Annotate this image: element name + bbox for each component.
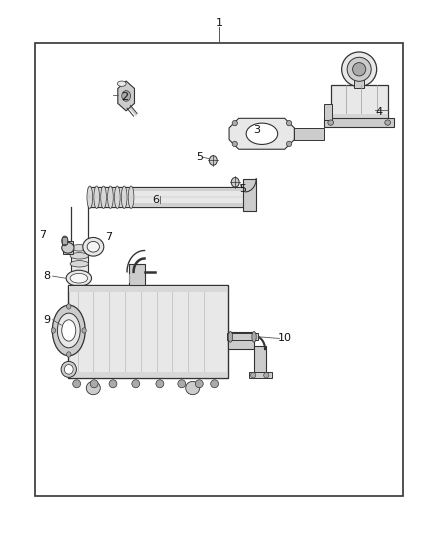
Ellipse shape bbox=[117, 81, 126, 86]
Polygon shape bbox=[118, 81, 134, 111]
Bar bbox=[69, 286, 227, 292]
Ellipse shape bbox=[108, 186, 113, 208]
Ellipse shape bbox=[90, 379, 98, 388]
Ellipse shape bbox=[62, 320, 76, 341]
Ellipse shape bbox=[86, 382, 100, 394]
Ellipse shape bbox=[114, 186, 120, 208]
Ellipse shape bbox=[87, 241, 99, 252]
Ellipse shape bbox=[62, 243, 74, 253]
Bar bbox=[294, 128, 324, 140]
Bar bbox=[71, 245, 88, 272]
Ellipse shape bbox=[186, 382, 200, 394]
Ellipse shape bbox=[101, 186, 106, 208]
Bar bbox=[243, 179, 256, 211]
Ellipse shape bbox=[246, 123, 278, 144]
Ellipse shape bbox=[232, 120, 237, 126]
Text: 1: 1 bbox=[215, 18, 223, 28]
Ellipse shape bbox=[87, 186, 93, 208]
Text: 4: 4 bbox=[375, 107, 382, 117]
Bar bbox=[324, 104, 332, 120]
Bar bbox=[254, 346, 266, 376]
Ellipse shape bbox=[70, 245, 88, 251]
Ellipse shape bbox=[342, 52, 377, 86]
Ellipse shape bbox=[211, 379, 219, 388]
Ellipse shape bbox=[62, 236, 68, 246]
Ellipse shape bbox=[73, 379, 81, 388]
Ellipse shape bbox=[61, 361, 77, 377]
Ellipse shape bbox=[67, 304, 71, 309]
Text: 9: 9 bbox=[44, 315, 51, 325]
Bar bbox=[227, 333, 258, 340]
Bar bbox=[228, 332, 254, 349]
Ellipse shape bbox=[64, 365, 73, 374]
Ellipse shape bbox=[82, 328, 86, 333]
Ellipse shape bbox=[121, 186, 127, 208]
Bar bbox=[69, 372, 227, 377]
Ellipse shape bbox=[195, 379, 203, 388]
Ellipse shape bbox=[353, 63, 366, 76]
Text: 2: 2 bbox=[121, 92, 128, 102]
Text: 3: 3 bbox=[253, 125, 260, 134]
Ellipse shape bbox=[132, 379, 140, 388]
Bar bbox=[331, 114, 387, 119]
Ellipse shape bbox=[232, 141, 237, 147]
Ellipse shape bbox=[264, 373, 269, 378]
Ellipse shape bbox=[385, 120, 390, 125]
Text: 5: 5 bbox=[196, 152, 203, 162]
Ellipse shape bbox=[231, 177, 239, 187]
Bar bbox=[324, 118, 394, 127]
Ellipse shape bbox=[286, 141, 292, 147]
Ellipse shape bbox=[70, 273, 88, 283]
Ellipse shape bbox=[228, 332, 233, 342]
Bar bbox=[354, 73, 364, 88]
Bar bbox=[249, 372, 272, 378]
Bar bbox=[331, 85, 388, 120]
Ellipse shape bbox=[251, 373, 256, 378]
Ellipse shape bbox=[94, 186, 99, 208]
Bar bbox=[88, 203, 249, 207]
Ellipse shape bbox=[66, 270, 92, 286]
Ellipse shape bbox=[128, 186, 134, 208]
Text: 6: 6 bbox=[152, 195, 159, 205]
Bar bbox=[63, 241, 73, 254]
Bar bbox=[129, 264, 145, 285]
Ellipse shape bbox=[57, 313, 80, 348]
Ellipse shape bbox=[156, 379, 164, 388]
Ellipse shape bbox=[53, 305, 85, 356]
Ellipse shape bbox=[70, 253, 88, 259]
Text: 5: 5 bbox=[240, 184, 247, 194]
Text: 8: 8 bbox=[44, 271, 51, 281]
Ellipse shape bbox=[252, 332, 256, 342]
Text: 7: 7 bbox=[39, 230, 46, 239]
Ellipse shape bbox=[51, 328, 56, 333]
Bar bbox=[35, 43, 403, 496]
Ellipse shape bbox=[209, 156, 217, 165]
Ellipse shape bbox=[328, 120, 334, 125]
Ellipse shape bbox=[347, 58, 371, 82]
Ellipse shape bbox=[83, 238, 104, 256]
Ellipse shape bbox=[178, 379, 186, 388]
Text: 7: 7 bbox=[105, 232, 112, 242]
Ellipse shape bbox=[67, 352, 71, 357]
Ellipse shape bbox=[109, 379, 117, 388]
Polygon shape bbox=[229, 118, 294, 149]
Bar bbox=[88, 187, 250, 207]
Text: 10: 10 bbox=[278, 334, 292, 343]
Ellipse shape bbox=[122, 91, 131, 101]
Bar bbox=[88, 188, 249, 191]
Bar bbox=[62, 237, 67, 244]
Ellipse shape bbox=[286, 120, 292, 126]
Bar bbox=[68, 285, 228, 378]
Ellipse shape bbox=[70, 261, 88, 267]
